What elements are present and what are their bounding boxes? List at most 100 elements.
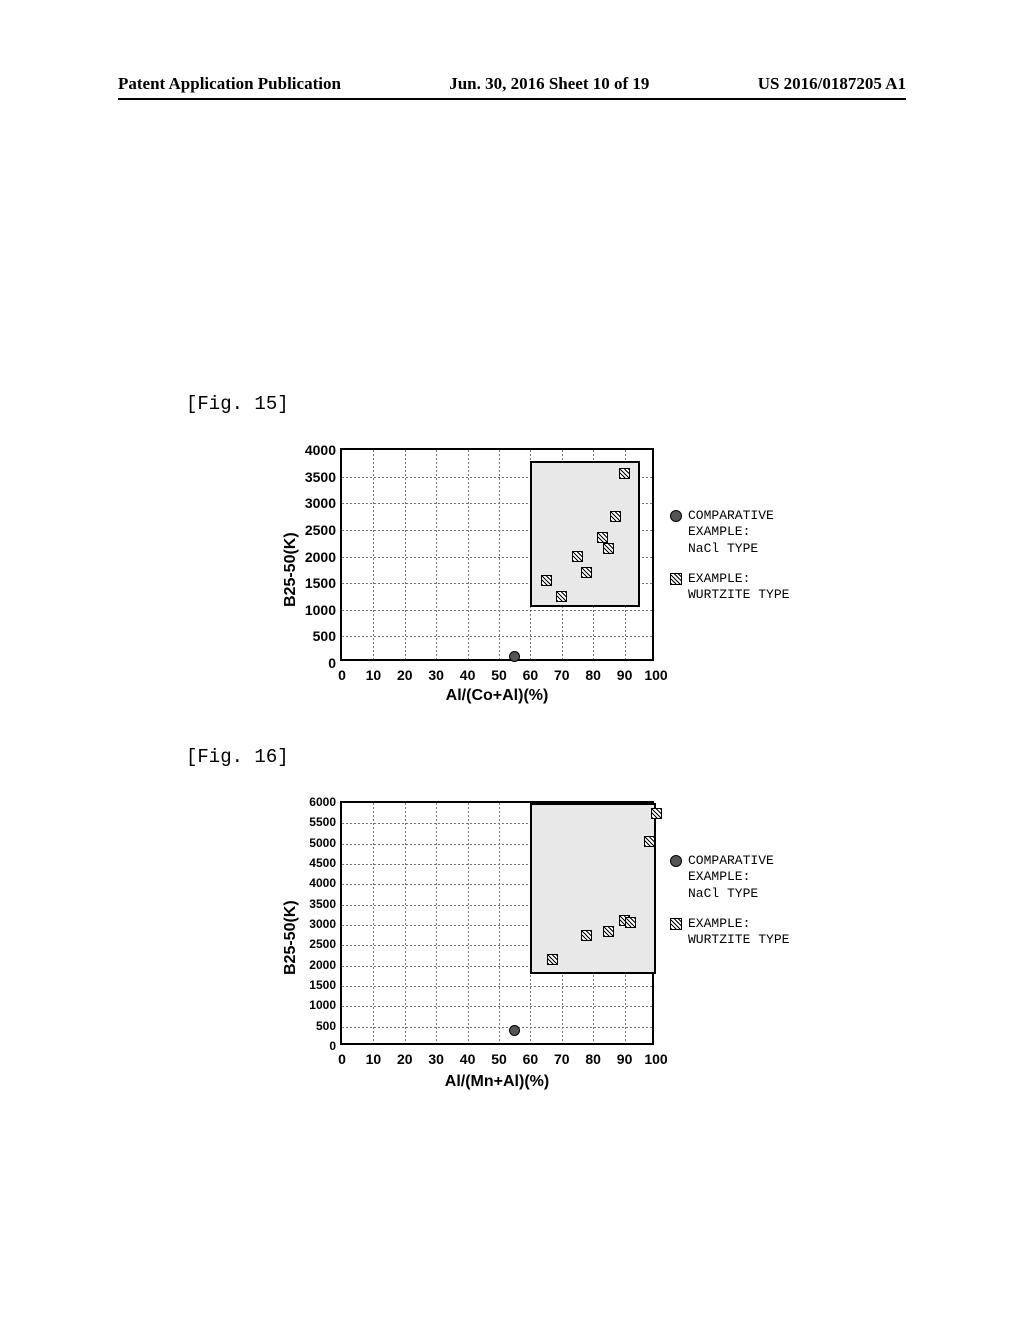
figure-15-ylabel: B25-50(K)	[282, 532, 300, 607]
legend-comparative-15: COMPARATIVE EXAMPLE: NaCl TYPE	[670, 508, 789, 557]
ytick-label: 4000	[296, 442, 336, 458]
gridline-v	[436, 450, 437, 659]
legend-example-text: EXAMPLE: WURTZITE TYPE	[688, 916, 789, 949]
figure-16-xlabel: Al/(Mn+Al)(%)	[340, 1073, 654, 1091]
figure-16-chart: 0500100015002000250030003500400045005000…	[270, 795, 830, 1100]
example-point	[572, 551, 583, 562]
xtick-label: 40	[454, 667, 482, 683]
figure-15-label: [Fig. 15]	[186, 393, 289, 415]
gridline-h	[342, 636, 652, 637]
figure-16-label: [Fig. 16]	[186, 746, 289, 768]
ytick-label: 500	[296, 1019, 336, 1033]
figure-15-plot: 0500100015002000250030003500400001020304…	[340, 448, 654, 661]
xtick-label: 50	[485, 1051, 513, 1067]
page-header: Patent Application Publication Jun. 30, …	[0, 74, 1024, 94]
ytick-label: 1000	[296, 602, 336, 618]
xtick-label: 30	[422, 667, 450, 683]
header-right: US 2016/0187205 A1	[758, 74, 906, 94]
ytick-label: 3500	[296, 897, 336, 911]
ytick-label: 2500	[296, 937, 336, 951]
comparative-point	[509, 651, 520, 662]
xtick-label: 20	[391, 1051, 419, 1067]
gridline-v	[405, 450, 406, 659]
xtick-label: 100	[642, 667, 670, 683]
xtick-label: 70	[548, 667, 576, 683]
xtick-label: 80	[579, 1051, 607, 1067]
ytick-label: 2000	[296, 549, 336, 565]
figure-16-ylabel: B25-50(K)	[282, 900, 300, 975]
legend-line: EXAMPLE:	[688, 916, 750, 931]
legend-example-text: EXAMPLE: WURTZITE TYPE	[688, 571, 789, 604]
gridline-v	[373, 450, 374, 659]
ytick-label: 5000	[296, 836, 336, 850]
legend-comparative-text: COMPARATIVE EXAMPLE: NaCl TYPE	[688, 853, 774, 902]
circle-marker-icon	[670, 510, 682, 526]
xtick-label: 100	[642, 1051, 670, 1067]
circle-marker-icon	[670, 855, 682, 871]
gridline-v	[499, 450, 500, 659]
example-point	[625, 917, 636, 928]
legend-comparative-16: COMPARATIVE EXAMPLE: NaCl TYPE	[670, 853, 789, 902]
xtick-label: 0	[328, 1051, 356, 1067]
gridline-v	[468, 803, 469, 1043]
xtick-label: 90	[611, 667, 639, 683]
figure-16-legend: COMPARATIVE EXAMPLE: NaCl TYPE EXAMPLE: …	[670, 853, 789, 962]
comparative-point	[509, 1025, 520, 1036]
header-rule	[118, 98, 906, 100]
xtick-label: 60	[516, 1051, 544, 1067]
xtick-label: 70	[548, 1051, 576, 1067]
gridline-h	[342, 1027, 652, 1028]
example-point	[603, 926, 614, 937]
example-point	[597, 532, 608, 543]
gridline-v	[436, 803, 437, 1043]
xtick-label: 40	[454, 1051, 482, 1067]
legend-comparative-text: COMPARATIVE EXAMPLE: NaCl TYPE	[688, 508, 774, 557]
legend-line: EXAMPLE:	[688, 524, 750, 539]
ytick-label: 500	[296, 628, 336, 644]
xtick-label: 80	[579, 667, 607, 683]
example-point	[541, 575, 552, 586]
hatch-marker-icon	[670, 918, 682, 934]
example-point	[556, 591, 567, 602]
legend-example-15: EXAMPLE: WURTZITE TYPE	[670, 571, 789, 604]
ytick-label: 4000	[296, 876, 336, 890]
example-point	[644, 836, 655, 847]
legend-line: EXAMPLE:	[688, 571, 750, 586]
highlight-region	[530, 803, 656, 974]
gridline-v	[373, 803, 374, 1043]
example-point	[610, 511, 621, 522]
legend-line: COMPARATIVE	[688, 853, 774, 868]
ytick-label: 1500	[296, 575, 336, 591]
xtick-label: 50	[485, 667, 513, 683]
legend-line: WURTZITE TYPE	[688, 932, 789, 947]
legend-line: NaCl TYPE	[688, 541, 758, 556]
ytick-label: 4500	[296, 856, 336, 870]
header-center: Jun. 30, 2016 Sheet 10 of 19	[449, 74, 649, 94]
ytick-label: 2500	[296, 522, 336, 538]
example-point	[581, 930, 592, 941]
legend-line: EXAMPLE:	[688, 869, 750, 884]
ytick-label: 1500	[296, 978, 336, 992]
ytick-label: 1000	[296, 998, 336, 1012]
xtick-label: 60	[516, 667, 544, 683]
xtick-label: 0	[328, 667, 356, 683]
gridline-v	[468, 450, 469, 659]
example-point	[547, 954, 558, 965]
gridline-h	[342, 610, 652, 611]
ytick-label: 3000	[296, 917, 336, 931]
gridline-h	[342, 986, 652, 987]
figure-16-plot: 0500100015002000250030003500400045005000…	[340, 801, 654, 1045]
hatch-marker-icon	[670, 573, 682, 589]
figure-15-chart: 0500100015002000250030003500400001020304…	[270, 442, 830, 707]
example-point	[619, 468, 630, 479]
xtick-label: 10	[359, 1051, 387, 1067]
legend-line: NaCl TYPE	[688, 886, 758, 901]
legend-line: COMPARATIVE	[688, 508, 774, 523]
xtick-label: 10	[359, 667, 387, 683]
example-point	[603, 543, 614, 554]
example-point	[651, 808, 662, 819]
gridline-v	[499, 803, 500, 1043]
figure-15-legend: COMPARATIVE EXAMPLE: NaCl TYPE EXAMPLE: …	[670, 508, 789, 617]
xtick-label: 30	[422, 1051, 450, 1067]
example-point	[581, 567, 592, 578]
